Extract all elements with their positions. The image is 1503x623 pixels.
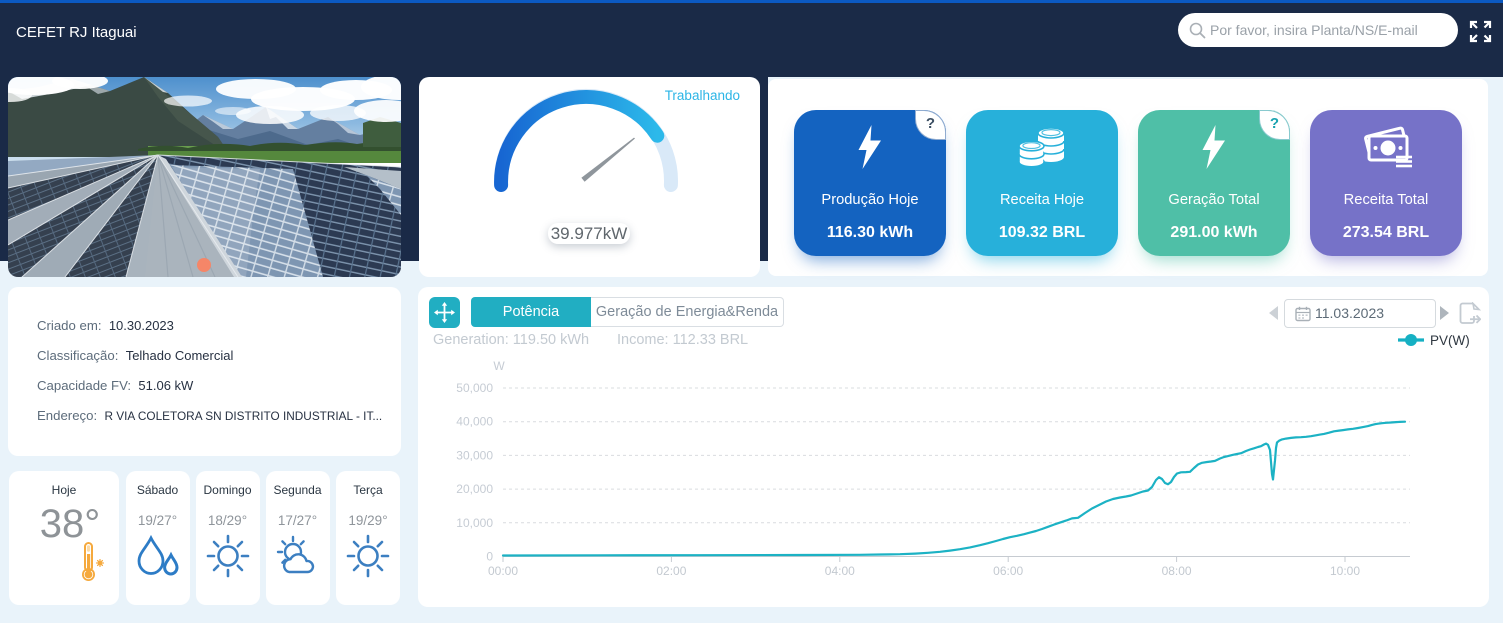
svg-text:W: W [493, 359, 505, 373]
svg-text:20,000: 20,000 [456, 482, 493, 496]
svg-text:08:00: 08:00 [1162, 564, 1192, 578]
svg-text:00:00: 00:00 [488, 564, 518, 578]
svg-text:0: 0 [486, 550, 493, 564]
svg-text:40,000: 40,000 [456, 415, 493, 429]
svg-text:06:00: 06:00 [993, 564, 1023, 578]
svg-text:10,000: 10,000 [456, 516, 493, 530]
svg-text:50,000: 50,000 [456, 381, 493, 395]
svg-text:10:00: 10:00 [1330, 564, 1360, 578]
svg-text:30,000: 30,000 [456, 448, 493, 462]
svg-text:04:00: 04:00 [825, 564, 855, 578]
svg-text:02:00: 02:00 [656, 564, 686, 578]
